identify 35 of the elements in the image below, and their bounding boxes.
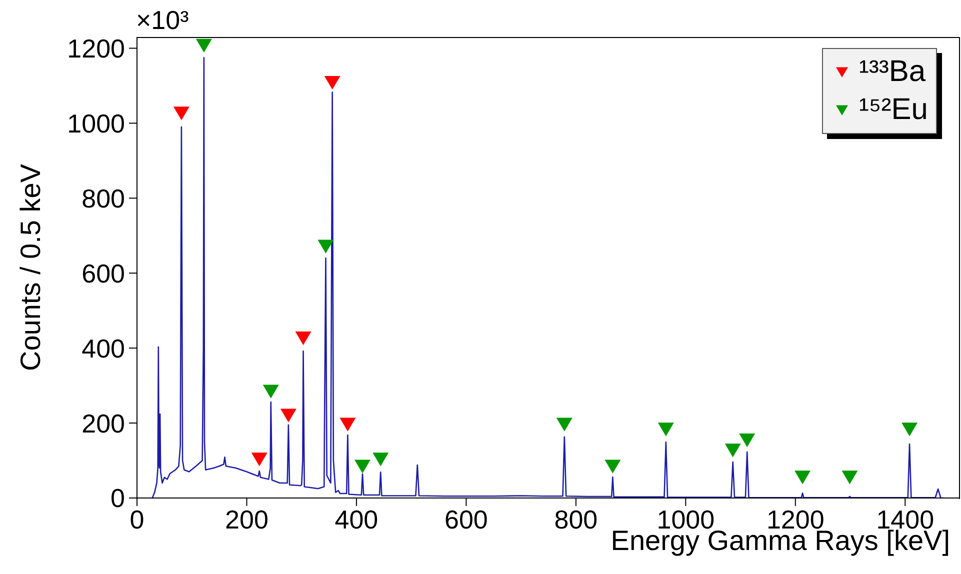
y-axis-title: Counts / 0.5 keV: [14, 164, 46, 372]
point: [324, 76, 340, 90]
point: [604, 460, 621, 474]
point: [794, 470, 811, 484]
y-tick-label: 800: [82, 183, 125, 214]
y-tick-label: 400: [82, 333, 125, 364]
y-tick-label: 1200: [67, 33, 125, 64]
point: [196, 38, 212, 52]
x-tick-label: 400: [334, 504, 378, 534]
point: [262, 384, 279, 398]
point: [318, 240, 334, 254]
text: ×10³: [136, 5, 189, 35]
point: [251, 452, 268, 466]
point: [354, 460, 370, 474]
point: [173, 106, 190, 120]
point: [724, 444, 741, 458]
point: [372, 452, 389, 466]
x-tick-label: 200: [225, 504, 268, 534]
y-tick-label: 200: [82, 408, 125, 438]
x-tick-label: 0: [130, 504, 144, 534]
point: [295, 332, 312, 346]
x-tick-label: 800: [554, 504, 598, 534]
y-tick-label: 600: [82, 258, 125, 288]
x-tick-label: 600: [444, 504, 488, 534]
point: [739, 434, 756, 448]
point: [556, 418, 572, 432]
y-tick-label: 0: [110, 483, 125, 514]
legend-label: ¹³³Ba: [858, 55, 926, 89]
legend-label: ¹⁵²Eu: [858, 93, 928, 127]
point: [902, 422, 918, 436]
point: [280, 408, 296, 422]
point: [658, 422, 674, 436]
y-tick-label: 1000: [67, 108, 125, 138]
point: [842, 470, 858, 484]
point: [340, 418, 356, 432]
